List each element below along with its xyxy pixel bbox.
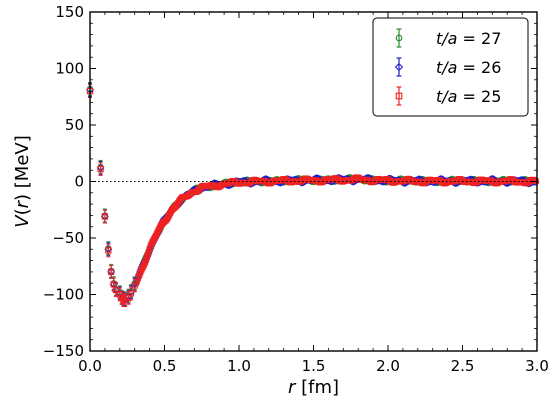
legend-item: t/a = 25 xyxy=(395,86,501,106)
data-point xyxy=(131,282,138,289)
y-axis-label-variable: V xyxy=(12,214,33,228)
y-axis-label-argument: r xyxy=(12,199,33,208)
x-tick-label: 0.5 xyxy=(153,357,177,375)
data-point xyxy=(152,234,158,241)
y-tick-label: 50 xyxy=(65,116,84,134)
y-tick-label: 0 xyxy=(74,173,84,191)
data-point xyxy=(108,268,115,276)
y-tick-label: −100 xyxy=(43,286,84,304)
legend-box xyxy=(372,17,529,117)
data-band xyxy=(132,173,540,286)
data-point xyxy=(395,92,403,100)
data-point xyxy=(127,290,135,297)
data-point xyxy=(395,34,403,42)
x-tick-label: 1.0 xyxy=(227,357,251,375)
legend-item: t/a = 26 xyxy=(394,57,501,77)
data-point xyxy=(97,165,104,173)
y-tick-label: 100 xyxy=(55,60,84,78)
x-tick-label: 0.0 xyxy=(78,357,102,375)
y-tick-label: 150 xyxy=(55,3,84,21)
y-axis-label-paren-open: ( xyxy=(12,208,33,215)
legend-label: t/a = 27 xyxy=(436,29,501,48)
data-point xyxy=(101,213,109,220)
x-tick-label: 2.0 xyxy=(376,357,400,375)
x-tick-label: 2.5 xyxy=(451,357,475,375)
axis-ticks: 0.0 0.5 1.0 1.5 2.0 2.5 3.0 150 100 50 0 −50 −100 −15… xyxy=(43,3,549,375)
legend-label: t/a = 25 xyxy=(436,87,501,106)
y-axis-label-paren-close: ) xyxy=(12,194,33,201)
y-axis-label-unit: [MeV] xyxy=(12,135,33,194)
x-axis-label-variable: r xyxy=(288,377,297,398)
data-point xyxy=(394,62,404,72)
band-series xyxy=(133,174,539,286)
legend-item: t/a = 27 xyxy=(395,28,501,48)
y-tick-label: −50 xyxy=(52,229,84,247)
x-axis-label: r [fm] xyxy=(288,377,339,398)
data-points xyxy=(86,81,139,308)
x-tick-label: 3.0 xyxy=(525,357,549,375)
data-point xyxy=(112,286,120,294)
y-axis-label: V(r) [MeV] xyxy=(12,135,33,227)
legend-label: t/a = 26 xyxy=(436,58,501,77)
data-point xyxy=(139,264,146,271)
y-tick-label: −150 xyxy=(43,342,84,360)
x-axis-label-unit: [fm] xyxy=(295,377,339,398)
x-tick-label: 1.5 xyxy=(302,357,326,375)
legend: t/a = 27 t/a = 26 t/a = 25 xyxy=(372,17,529,117)
series-points xyxy=(86,81,138,306)
data-point xyxy=(105,247,112,254)
data-point xyxy=(140,263,147,270)
